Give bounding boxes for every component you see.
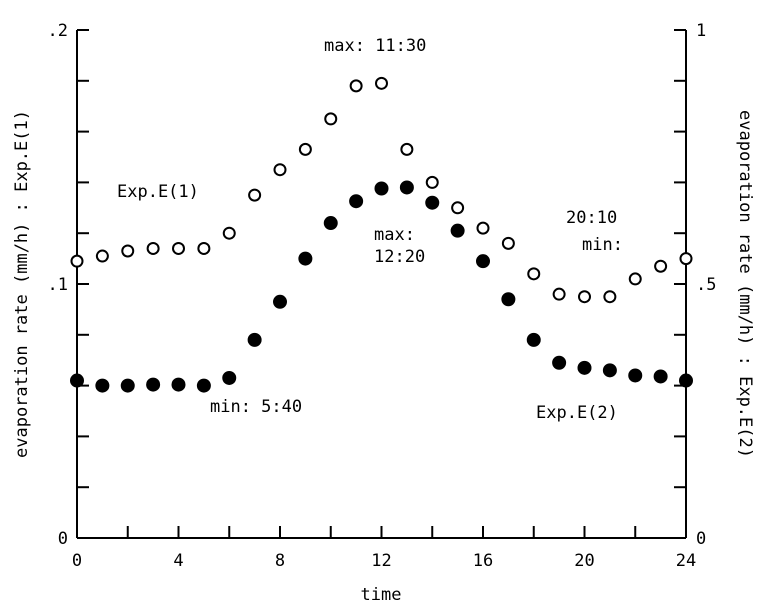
y-left-tick-label: .1 [48, 275, 68, 295]
data-point-exp-e2 [628, 368, 643, 383]
data-point-exp-e2 [653, 369, 668, 384]
data-point-exp-e2 [171, 377, 186, 392]
annotation-min-e1-label: min: [582, 235, 623, 255]
x-tick-label: 24 [676, 551, 696, 571]
data-point-exp-e1 [349, 79, 363, 93]
x-tick-labels: 0 4 8 12 16 20 24 [72, 551, 696, 571]
x-tick-label: 0 [72, 551, 82, 571]
x-tick-label: 12 [371, 551, 391, 571]
data-point-exp-e2 [577, 360, 592, 375]
data-point-exp-e2 [95, 378, 110, 393]
data-point-exp-e2 [552, 355, 567, 370]
data-point-exp-e1 [476, 221, 490, 235]
y-right-tick-labels: 0.51 [696, 21, 716, 549]
data-point-exp-e2 [146, 377, 161, 392]
data-point-exp-e1 [527, 267, 541, 281]
data-point-exp-e2 [70, 373, 84, 388]
x-tick-label: 20 [574, 551, 594, 571]
data-point-exp-e1 [172, 241, 185, 255]
data-point-exp-e2 [196, 378, 211, 393]
data-point-exp-e2 [222, 370, 237, 385]
y-right-tick-label: 0 [696, 529, 706, 549]
data-point-exp-e2 [476, 254, 490, 269]
x-tick-label: 16 [473, 551, 493, 571]
annotation-exp-e1-label: Exp.E(1) [117, 182, 199, 202]
data-point-exp-e2 [679, 373, 693, 388]
data-point-exp-e2 [298, 251, 313, 266]
data-point-exp-e2 [450, 223, 465, 238]
y-right-tick-label: 1 [696, 21, 706, 41]
data-point-exp-e1 [400, 142, 414, 156]
x-tick-label: 4 [173, 551, 183, 571]
data-point-exp-e2 [120, 378, 135, 393]
series-exp-e2 [70, 180, 693, 393]
data-point-exp-e1 [451, 201, 465, 215]
data-point-exp-e1 [501, 236, 515, 250]
data-point-exp-e1 [628, 272, 642, 286]
data-point-exp-e2 [374, 181, 389, 196]
y-left-tick-labels: 0 .1 .2 [48, 21, 68, 549]
data-point-exp-e2 [602, 363, 617, 378]
data-point-exp-e1 [146, 241, 160, 255]
data-point-exp-e1 [375, 76, 388, 90]
data-point-exp-e1 [679, 252, 693, 266]
data-point-exp-e1 [324, 112, 338, 126]
data-point-exp-e1 [425, 175, 439, 189]
data-point-exp-e2 [425, 195, 440, 210]
data-point-exp-e1 [552, 287, 566, 301]
data-point-exp-e1 [298, 142, 312, 156]
y-right-axis-title: evaporation rate (mm/h) : Exp.E(2) [735, 110, 755, 458]
data-point-exp-e1 [197, 241, 211, 255]
data-point-exp-e1 [273, 163, 287, 177]
y-left-axis-title: evaporation rate (mm/h) : Exp.E(1) [12, 110, 32, 458]
series-exp-e1 [70, 76, 693, 304]
data-point-exp-e2 [526, 332, 541, 347]
x-ticks [76, 526, 687, 538]
x-axis-title: time [361, 585, 402, 605]
data-point-exp-e2 [349, 194, 364, 209]
annotation-max-e1: max: 11:30 [324, 36, 426, 56]
y-left-tick-label: 0 [58, 529, 68, 549]
data-point-exp-e1 [578, 290, 591, 304]
data-point-exp-e1 [222, 226, 236, 240]
annotation-min-e2: min: 5:40 [210, 397, 302, 417]
annotation-max-e2-label: max: [374, 225, 415, 245]
data-point-exp-e1 [121, 244, 135, 258]
annotation-max-e2-time: 12:20 [374, 247, 425, 267]
y-right-tick-label: .5 [696, 275, 716, 295]
data-point-exp-e1 [95, 249, 109, 263]
data-point-exp-e2 [399, 180, 414, 195]
annotation-min-e1-time: 20:10 [566, 208, 617, 228]
annotation-exp-e2-label: Exp.E(2) [536, 403, 618, 423]
data-point-exp-e2 [501, 292, 516, 307]
data-point-exp-e1 [603, 290, 617, 304]
y-left-tick-label: .2 [48, 21, 68, 41]
x-tick-label: 8 [275, 551, 285, 571]
data-point-exp-e2 [323, 216, 338, 231]
data-point-exp-e2 [273, 294, 287, 309]
data-point-exp-e2 [247, 332, 262, 347]
data-point-exp-e1 [70, 254, 84, 268]
data-point-exp-e1 [248, 188, 262, 202]
data-point-exp-e1 [654, 259, 668, 273]
